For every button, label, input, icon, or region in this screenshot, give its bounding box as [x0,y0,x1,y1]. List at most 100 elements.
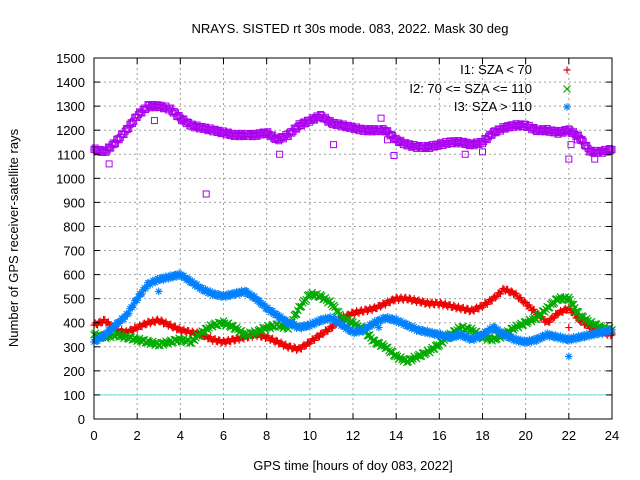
data-point [535,333,543,342]
data-point [490,323,499,331]
data-point [598,149,606,157]
data-point [129,301,138,309]
data-point [512,334,520,342]
outlier-point [154,287,163,296]
data-point [344,324,353,332]
data-point [98,333,107,342]
x-tick-label: 12 [346,428,360,443]
data-point [517,294,525,302]
data-point [359,327,368,335]
data-point [470,142,478,150]
outlier-point [330,141,338,149]
data-point [120,315,128,324]
data-point [475,333,483,342]
data-point [273,310,282,319]
data-point [260,301,269,310]
data-point [180,271,188,280]
data-point [603,328,612,337]
data-point [380,126,388,134]
x-tick-label: 2 [134,428,141,443]
data-point [268,306,277,315]
data-point [493,292,501,300]
data-point [206,287,215,295]
data-point [530,305,538,313]
data-point [282,315,290,324]
data-point [106,327,115,335]
data-point [265,130,273,138]
data-point [450,301,458,309]
data-point [544,303,553,312]
data-point [93,337,102,345]
data-point [543,125,551,133]
data-point [272,336,280,344]
data-point [503,331,512,339]
legend-symbol-1 [563,66,571,74]
x-tick-label: 22 [562,428,576,443]
data-point [198,283,206,292]
legend-entry-label-3: I3: SZA > 110 [454,99,532,114]
data-point [286,318,295,327]
y-tick-label: 1500 [56,51,85,66]
y-tick-label: 1200 [56,123,85,138]
outlier-point [384,136,392,144]
data-point [324,316,332,325]
data-point [585,332,594,341]
data-point [235,290,243,299]
data-point [556,332,565,340]
data-point [331,315,339,323]
data-point [220,127,227,135]
data-point [211,289,219,297]
data-point [220,319,229,328]
data-point [297,324,306,333]
data-point [437,298,445,306]
data-point [350,310,358,318]
data-point [520,297,528,305]
data-point [507,287,515,295]
data-point [291,310,300,319]
x-tick-label: 14 [389,428,403,443]
y-tick-label: 1000 [56,171,85,186]
data-point [415,324,423,333]
data-point [229,289,237,297]
data-point [566,334,574,343]
data-point [550,313,558,321]
outlier-point [390,151,398,159]
data-point [188,327,196,335]
y-tick-label: 700 [63,244,85,259]
data-point [290,343,298,351]
data-point [604,146,612,154]
outlier-point [276,150,284,158]
data-point [577,334,585,343]
data-point [572,335,580,344]
data-point [130,117,138,125]
data-point [297,345,305,353]
data-point [329,324,337,332]
outlier-point [567,141,575,149]
data-point [315,318,324,326]
data-point [504,285,512,293]
data-point [479,303,486,311]
data-point [339,120,347,128]
data-point [288,129,296,137]
y-tick-labels: 0 100 200 300 400 500 600 700 800 900 1000 1100 1200… [56,51,85,427]
data-point [334,317,343,325]
data-point [255,296,264,305]
x-tick-label: 6 [220,428,227,443]
data-point [158,274,167,282]
data-point [579,331,588,340]
data-point [522,299,530,307]
y-tick-label: 500 [63,292,85,307]
data-point [265,306,273,314]
data-point [124,125,132,133]
data-point [368,322,376,330]
y-tick-label: 200 [63,364,85,379]
data-point [176,270,185,279]
data-point [441,330,450,339]
data-point [521,337,530,345]
y-tick-label: 0 [78,412,85,427]
outlier-point [565,324,573,332]
data-point [386,299,394,307]
data-point [252,295,260,303]
outlier-point [375,323,383,332]
data-point [531,315,540,324]
